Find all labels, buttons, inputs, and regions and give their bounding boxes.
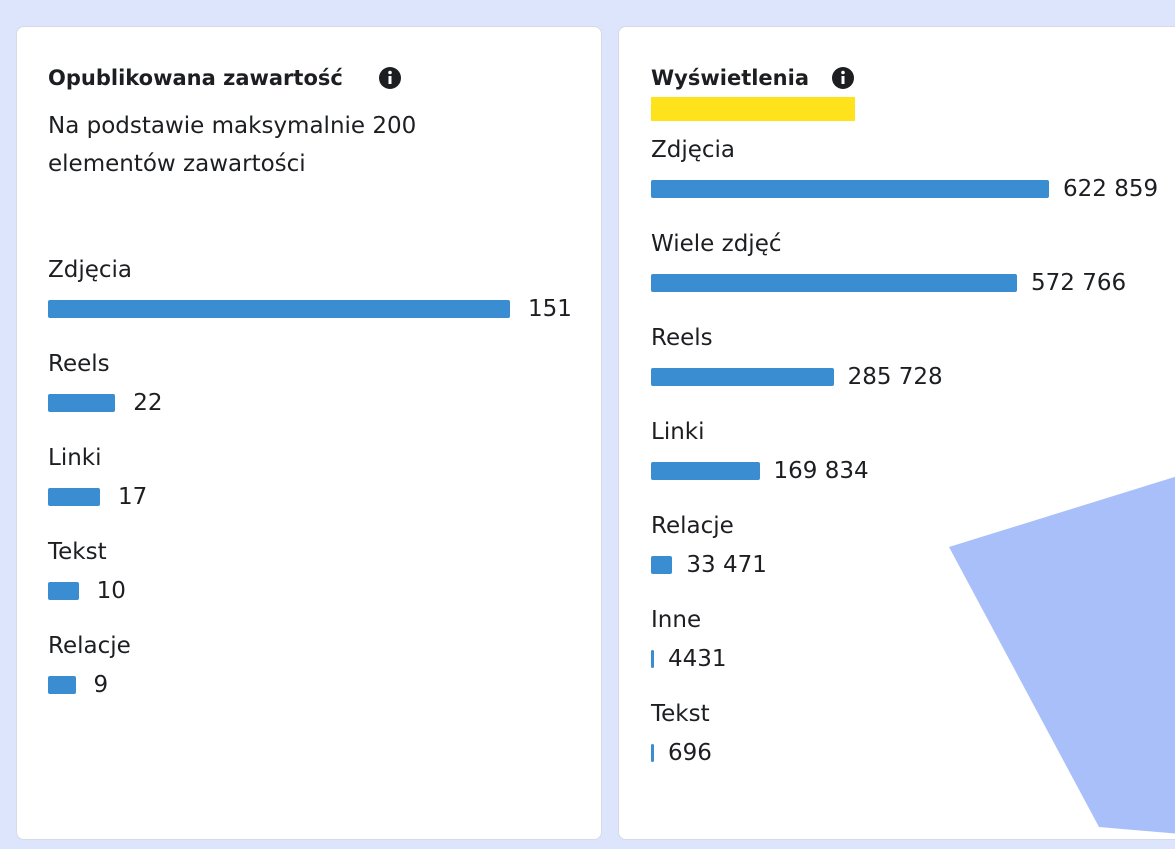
chart-subtitle: Na podstawie maksymalnie 200 elementów z… [48, 107, 478, 183]
value-label: 622 859 [1063, 173, 1158, 205]
category-label: Zdjęcia [48, 254, 132, 286]
category-label: Relacje [651, 510, 734, 542]
bar [651, 462, 760, 480]
bar [48, 300, 510, 318]
page: Opublikowana zawartość Na podstawie maks… [0, 0, 1175, 849]
bar [48, 582, 79, 600]
value-label: 285 728 [848, 361, 943, 393]
bar [48, 676, 76, 694]
value-label: 22 [133, 387, 162, 419]
category-label: Reels [651, 322, 713, 354]
bar [651, 274, 1017, 292]
category-label: Tekst [48, 536, 107, 568]
value-label: 169 834 [774, 455, 869, 487]
chart-title: Wyświetlenia [651, 62, 809, 94]
category-label: Linki [651, 416, 705, 448]
bar [651, 180, 1049, 198]
category-label: Wiele zdjęć [651, 228, 782, 260]
category-label: Reels [48, 348, 110, 380]
chart-title: Opublikowana zawartość [48, 62, 343, 94]
category-label: Relacje [48, 630, 131, 662]
category-label: Linki [48, 442, 102, 474]
value-label: 10 [97, 575, 126, 607]
value-label: 151 [528, 293, 572, 325]
value-label: 9 [94, 669, 109, 701]
bar [48, 394, 115, 412]
bar [651, 744, 654, 762]
bar [651, 650, 654, 668]
value-label: 696 [668, 737, 712, 769]
value-label: 4431 [668, 643, 727, 675]
category-label: Tekst [651, 698, 710, 730]
info-icon [831, 66, 855, 90]
value-label: 33 471 [686, 549, 766, 581]
category-label: Inne [651, 604, 701, 636]
bar [651, 368, 834, 386]
bar [651, 556, 672, 574]
value-label: 17 [118, 481, 147, 513]
highlight [651, 97, 855, 121]
value-label: 572 766 [1031, 267, 1126, 299]
category-label: Zdjęcia [651, 134, 735, 166]
info-icon [378, 66, 402, 90]
bar [48, 488, 100, 506]
